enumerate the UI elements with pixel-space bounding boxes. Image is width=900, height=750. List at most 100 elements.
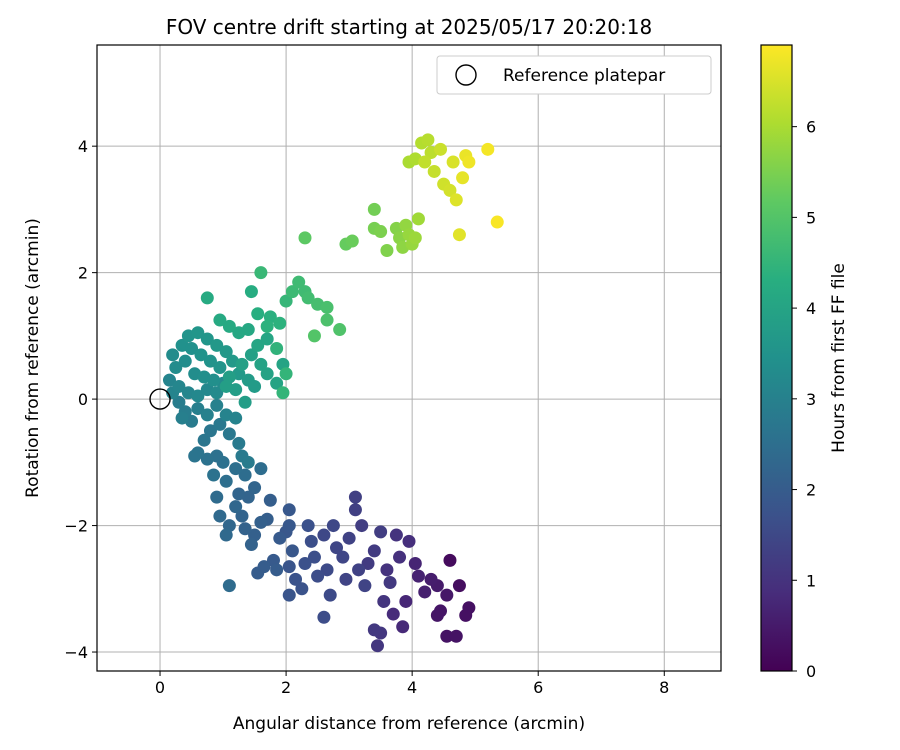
data-point	[260, 319, 274, 333]
data-point	[248, 481, 262, 495]
data-point	[282, 503, 296, 517]
data-point	[418, 585, 432, 599]
data-point	[244, 285, 258, 299]
data-point	[213, 313, 227, 327]
data-point	[185, 342, 199, 356]
data-point	[210, 386, 224, 400]
data-point	[200, 291, 214, 305]
data-point	[326, 519, 340, 533]
data-point	[200, 332, 214, 346]
data-point	[307, 550, 321, 564]
data-point	[320, 313, 334, 327]
y-axis-label: Rotation from reference (arcmin)	[23, 218, 43, 498]
data-point	[456, 171, 470, 185]
data-point	[276, 386, 290, 400]
data-point	[320, 300, 334, 314]
data-point	[273, 316, 287, 330]
data-point	[377, 594, 391, 608]
data-point	[348, 490, 362, 504]
data-point	[188, 449, 202, 463]
data-point	[178, 354, 192, 368]
data-point	[207, 468, 221, 482]
data-point	[339, 572, 353, 586]
data-point	[358, 579, 372, 593]
data-point	[421, 133, 435, 147]
x-tick-label: 2	[281, 678, 291, 697]
data-point	[323, 588, 337, 602]
data-point	[383, 575, 397, 589]
x-axis-ticks: 0 2 4 6 8	[155, 671, 669, 697]
legend-marker-icon	[455, 64, 477, 86]
x-axis-label: Angular distance from reference (arcmin)	[233, 714, 585, 734]
data-point	[301, 519, 315, 533]
data-point	[301, 291, 315, 305]
data-point	[408, 231, 422, 245]
data-point	[307, 329, 321, 343]
colorbar-tick-label: 3	[806, 390, 816, 409]
data-point	[273, 531, 287, 545]
data-point	[440, 629, 454, 643]
data-point	[169, 360, 183, 374]
data-point	[285, 285, 299, 299]
data-point	[172, 395, 186, 409]
data-point	[355, 519, 369, 533]
data-point	[298, 557, 312, 571]
data-point	[244, 348, 258, 362]
data-point	[213, 417, 227, 431]
data-point	[279, 367, 293, 381]
y-tick-label: 2	[78, 264, 88, 283]
data-point	[279, 294, 293, 308]
data-point	[213, 509, 227, 523]
data-point	[210, 398, 224, 412]
data-point	[399, 594, 413, 608]
data-point	[238, 522, 252, 536]
data-point	[282, 519, 296, 533]
data-point	[443, 183, 457, 197]
legend: Reference platepar	[436, 55, 712, 95]
grid	[97, 45, 721, 671]
data-point	[200, 452, 214, 466]
data-point	[213, 360, 227, 374]
data-point	[424, 572, 438, 586]
data-point	[462, 155, 476, 169]
data-point	[235, 509, 249, 523]
data-point	[295, 582, 309, 596]
data-point	[238, 468, 252, 482]
data-point	[317, 610, 331, 624]
data-point	[232, 326, 246, 340]
data-point	[348, 503, 362, 517]
data-point	[251, 566, 265, 580]
data-point	[232, 487, 246, 501]
data-point	[241, 455, 255, 469]
chart-title: FOV centre drift starting at 2025/05/17 …	[166, 15, 652, 39]
data-point	[481, 142, 495, 156]
data-point	[282, 560, 296, 574]
data-point	[367, 202, 381, 216]
data-point	[248, 379, 262, 393]
data-point	[232, 436, 246, 450]
data-point	[342, 531, 356, 545]
data-point	[210, 490, 224, 504]
data-point	[194, 348, 208, 362]
legend-box	[436, 55, 712, 95]
x-tick-label: 6	[533, 678, 543, 697]
reference-marker	[149, 388, 171, 410]
colorbar-tick-label: 1	[806, 571, 816, 590]
data-point	[490, 215, 504, 229]
data-point	[408, 557, 422, 571]
data-point	[254, 515, 268, 529]
data-point	[380, 563, 394, 577]
data-point	[203, 424, 217, 438]
data-point	[452, 579, 466, 593]
data-point	[235, 357, 249, 371]
data-point	[336, 550, 350, 564]
data-point	[427, 164, 441, 178]
data-point	[440, 588, 454, 602]
data-point	[411, 212, 425, 226]
data-point	[244, 538, 258, 552]
data-point	[380, 244, 394, 258]
data-point	[191, 326, 205, 340]
data-point	[270, 563, 284, 577]
data-point	[361, 557, 375, 571]
colorbar-tick-label: 0	[806, 662, 816, 681]
